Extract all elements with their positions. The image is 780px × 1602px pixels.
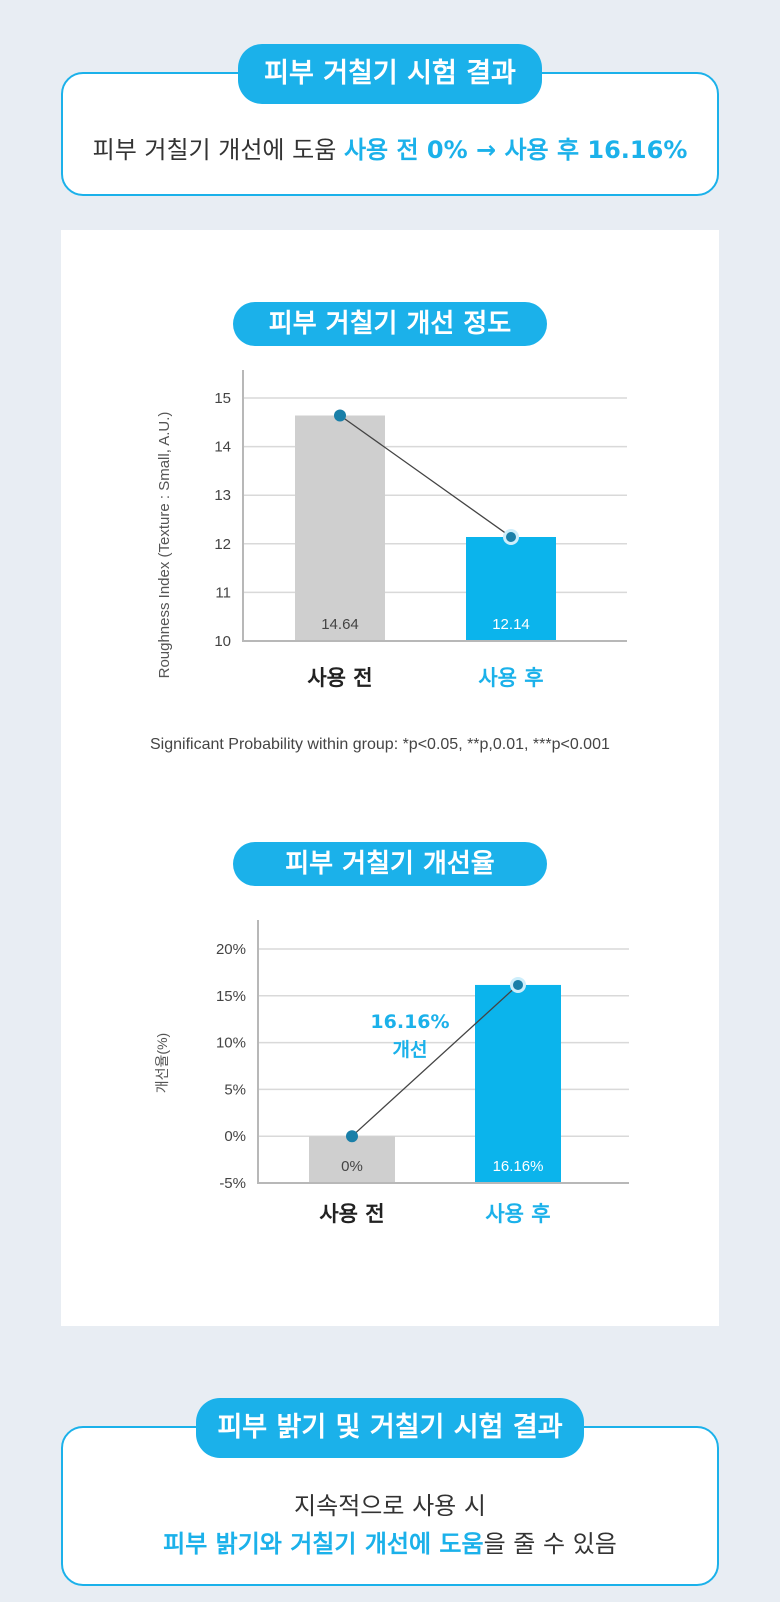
chart1-data-label-after: 12.14 xyxy=(492,616,530,633)
c1-ytick-label: 14 xyxy=(214,439,231,456)
c1-bar-after xyxy=(466,536,556,641)
chart1-title: 피부 거칠기 개선 정도 xyxy=(233,302,547,346)
c2-ytick-label: 20% xyxy=(216,941,246,958)
c1-ytick-label: 10 xyxy=(214,633,231,650)
bottom-result-line1: 지속적으로 사용 시 xyxy=(294,1492,486,1520)
bottom-result-suffix: 을 줄 수 있음 xyxy=(483,1530,617,1558)
chart2-data-label-before: 0% xyxy=(341,1158,363,1175)
top-result-text: 피부 거칠기 개선에 도움 사용 전 0% → 사용 후 16.16% xyxy=(63,130,717,165)
chart2-data-label-after: 16.16% xyxy=(493,1158,544,1175)
c2-ytick-label: -5% xyxy=(219,1175,246,1192)
chart1-point-before xyxy=(334,409,346,422)
c2-ytick-label: 5% xyxy=(224,1081,246,1098)
chart2-point-before xyxy=(346,1130,358,1143)
top-result-highlight: 사용 전 0% → 사용 후 16.16% xyxy=(343,136,688,164)
c2-bar-before xyxy=(309,1136,395,1183)
chart1-trend-line xyxy=(339,414,512,538)
top-result-title: 피부 거칠기 시험 결과 xyxy=(238,44,542,104)
c1-ytick-label: 11 xyxy=(215,584,231,601)
chart1: 10 11 12 13 14 15 Roughness Index (Texture : … xyxy=(156,370,627,690)
chart1-ylabel: Roughness Index (Texture : Small, A.U.) xyxy=(156,412,173,679)
chart2: -5% 0% 5% 10% 15% 20% 개선율(%) 16.16% 개선 사용 전 사… xyxy=(154,920,629,1226)
chart2-ylabel: 개선율(%) xyxy=(154,1033,170,1093)
top-result-prefix: 피부 거칠기 개선에 도움 xyxy=(92,136,344,164)
chart1-category-after: 사용 후 xyxy=(478,666,543,690)
chart1-data-label-before: 14.64 xyxy=(321,616,359,633)
bottom-result-title: 피부 밝기 및 거칠기 시험 결과 xyxy=(196,1398,584,1458)
bottom-result-line2: 피부 밝기와 거칠기 개선에 도움을 줄 수 있음 xyxy=(63,1524,717,1559)
c1-bar-before xyxy=(295,415,385,641)
chart2-annotation-label: 개선 xyxy=(393,1039,428,1061)
bottom-result-highlight: 피부 밝기와 거칠기 개선에 도움 xyxy=(163,1530,484,1558)
significance-note: Significant Probability within group: *p… xyxy=(150,736,610,753)
c1-ytick-label: 12 xyxy=(214,536,231,553)
chart2-category-after: 사용 후 xyxy=(485,1202,550,1226)
c1-ytick-label: 13 xyxy=(214,487,231,504)
chart2-category-before: 사용 전 xyxy=(319,1202,384,1226)
chart2-title: 피부 거칠기 개선율 xyxy=(233,842,547,886)
chart-panel: 피부 거칠기 개선 정도 10 11 12 13 14 15 Roughness Inde… xyxy=(61,230,719,1326)
chart1-point-after xyxy=(503,528,519,545)
chart2-annotation-value: 16.16% xyxy=(370,1011,449,1033)
chart1-category-before: 사용 전 xyxy=(307,666,372,690)
c1-ytick-label: 15 xyxy=(214,390,231,407)
c2-ytick-label: 0% xyxy=(224,1128,246,1145)
c2-ytick-label: 15% xyxy=(216,988,246,1005)
chart2-point-after xyxy=(510,976,526,993)
chart2-trend-line xyxy=(351,984,519,1137)
c2-ytick-label: 10% xyxy=(216,1035,246,1052)
c2-bar-after xyxy=(475,984,561,1183)
